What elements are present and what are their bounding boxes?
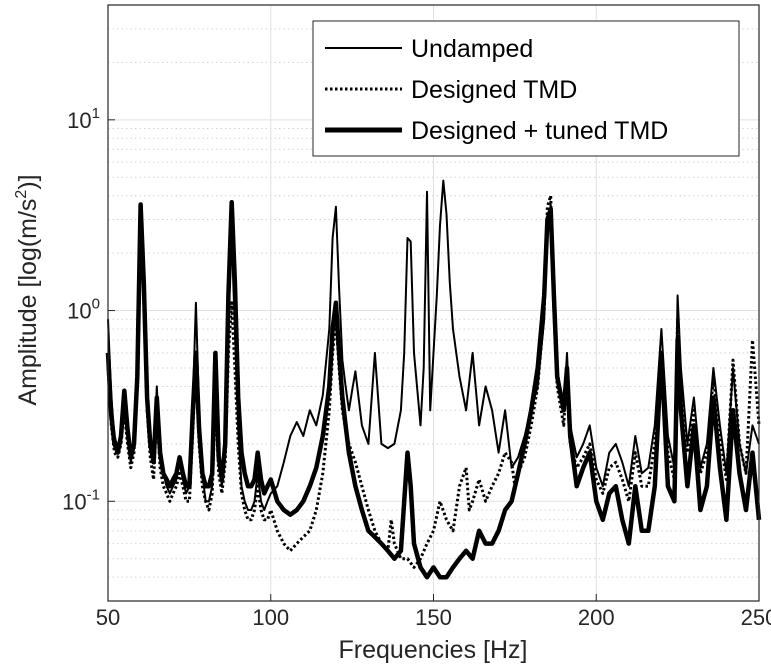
legend-label-designed-tuned-tmd: Designed + tuned TMD	[411, 117, 668, 145]
y-axis-title: Amplitude [log(m/s2)]	[13, 174, 42, 405]
y-tick-base: 10	[62, 489, 86, 514]
y-tick-label: 100	[67, 296, 100, 324]
y-tick-exponent: 0	[92, 296, 100, 313]
x-axis-title: Frequencies [Hz]	[339, 636, 528, 664]
y-tick-label: 10-1	[62, 486, 100, 514]
y-axis-title-end: )]	[14, 174, 42, 189]
x-ticks: 50 100 150 200 250	[96, 594, 771, 630]
x-tick-label: 100	[252, 605, 289, 630]
y-tick-base: 10	[67, 299, 91, 324]
x-tick-label: 50	[96, 605, 120, 630]
x-tick-label: 200	[578, 605, 615, 630]
series-line-1	[106, 194, 761, 569]
y-axis-title-main: Amplitude [log(m/s	[14, 199, 42, 406]
y-tick-exponent: 1	[92, 105, 100, 122]
series-line-2	[105, 199, 762, 580]
legend-box	[312, 20, 740, 157]
y-axis-title-sup: 2	[13, 190, 30, 199]
legend-label-undamped: Undamped	[411, 35, 533, 63]
x-tick-label: 250	[741, 605, 771, 630]
x-tick-label: 150	[415, 605, 452, 630]
plot-lines	[105, 179, 762, 580]
y-tick-label: 101	[67, 105, 100, 133]
legend-label-designed-tmd: Designed TMD	[411, 76, 577, 104]
y-tick-exponent: -1	[87, 486, 100, 503]
legend: Undamped Designed TMD Designed + tuned T…	[312, 20, 740, 157]
y-tick-base: 10	[67, 108, 91, 133]
